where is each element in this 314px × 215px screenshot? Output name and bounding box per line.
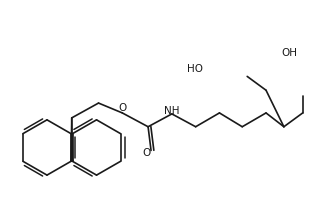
Text: O: O [118,103,127,113]
Text: NH: NH [164,106,180,116]
Text: HO: HO [187,63,203,74]
Text: OH: OH [282,48,298,58]
Text: O: O [142,148,150,158]
